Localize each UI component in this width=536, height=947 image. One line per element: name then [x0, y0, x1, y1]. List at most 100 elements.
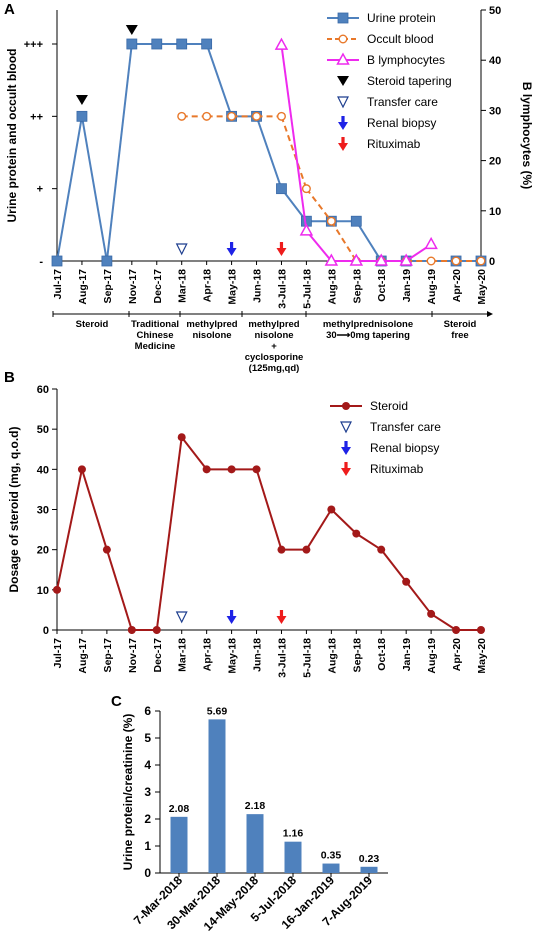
data-point — [177, 433, 186, 442]
legend-marker — [337, 96, 349, 109]
data-point — [426, 256, 436, 266]
y2-tick-label: 10 — [489, 206, 501, 218]
x-tick-label: Apr-18 — [202, 638, 214, 671]
legend-label: B lymphocytes — [367, 53, 445, 67]
x-tick-label: Sep-18 — [351, 269, 363, 304]
y-tick-label: +++ — [24, 39, 43, 51]
data-point — [227, 465, 236, 474]
bar — [246, 814, 264, 873]
series-line-segment — [305, 230, 333, 262]
data-point — [126, 38, 138, 50]
data-point — [127, 626, 136, 634]
data-point — [350, 215, 362, 227]
data-point — [202, 465, 211, 474]
x-tick-label: Oct-18 — [376, 638, 388, 671]
data-point — [301, 184, 311, 194]
series-line-segment — [255, 116, 283, 189]
data-label: 1.16 — [283, 828, 304, 840]
series-line-segment — [80, 116, 108, 262]
data-point — [252, 465, 261, 474]
data-label: 5.69 — [207, 705, 228, 717]
x-tick-label: Jan-19 — [401, 638, 413, 671]
data-point — [53, 585, 61, 594]
bar — [284, 841, 302, 873]
event-marker — [75, 95, 88, 105]
series-line-segment — [80, 469, 108, 550]
y-tick-label: 20 — [37, 545, 49, 557]
treatment-period-label: Traditional Chinese Medicine — [131, 319, 179, 352]
series-line-segment — [330, 220, 358, 262]
y-tick-label: 30 — [37, 505, 49, 517]
x-tick-label: 5-Jul-18 — [301, 638, 313, 678]
data-point — [452, 626, 461, 634]
x-tick-label: Jul-17 — [52, 638, 64, 669]
data-point — [227, 111, 237, 121]
data-point — [151, 38, 163, 50]
x-tick-label: 3-Jul-18 — [276, 269, 288, 309]
legend-label: Renal biopsy — [370, 441, 439, 455]
panel-c: C 0 1 2 3 4 5 6 Urine protein/creatinine (%) 2.08… — [111, 693, 388, 934]
series-line-segment — [180, 436, 208, 470]
data-point — [176, 38, 188, 50]
series-line-segment — [405, 581, 432, 615]
data-point — [302, 545, 311, 554]
y2-tick-label: 50 — [489, 5, 501, 17]
treatment-period-label: Steroid free — [444, 319, 477, 341]
y-tick-label: + — [37, 184, 43, 196]
data-point — [476, 256, 486, 266]
y2-tick-label: 0 — [489, 256, 495, 268]
data-point — [399, 253, 413, 266]
y-tick-label: 40 — [37, 464, 49, 476]
y2-tick-label: 40 — [489, 55, 501, 67]
legend-label: Rituximab — [370, 462, 424, 476]
x-tick-label: Sep-17 — [102, 638, 114, 673]
x-tick-label: Aug-18 — [326, 269, 338, 305]
series-line-segment — [56, 469, 83, 591]
y-tick-label: 0 — [43, 625, 49, 637]
y-axis-title: Urine protein and occult blood — [5, 49, 19, 223]
x-tick-label: Aug-18 — [326, 638, 338, 674]
x-tick-label: 3-Jul-18 — [276, 638, 288, 678]
data-point — [152, 626, 161, 634]
y-axis-title: Urine protein/creatinine (%) — [121, 714, 135, 871]
x-tick-label: Sep-17 — [102, 269, 114, 304]
y2-axis-title: B lymphocytes (%) — [520, 82, 534, 189]
treatment-period-label: Steroid — [76, 319, 109, 330]
series-line-segment — [355, 220, 383, 262]
panel-label-b: B — [4, 369, 15, 386]
y-tick-label: 0 — [144, 866, 151, 880]
data-label: 0.35 — [321, 850, 342, 862]
event-marker — [175, 611, 188, 624]
legend-label: Transfer care — [367, 95, 438, 109]
data-point — [324, 253, 339, 266]
x-tick-label: Jun-18 — [252, 638, 264, 672]
legend-marker — [337, 12, 349, 24]
data-label: 0.23 — [359, 853, 380, 865]
x-tick-label: Apr-20 — [451, 269, 463, 302]
series-line-segment — [56, 116, 83, 262]
x-tick-label: Apr-18 — [202, 269, 214, 302]
bar — [208, 719, 226, 873]
treatment-period-label: methylprednisolone 30⟶0mg tapering — [323, 319, 413, 341]
series-line-segment — [105, 43, 133, 262]
legend-label: Steroid — [370, 399, 408, 413]
data-point — [51, 255, 63, 267]
legend-label: Rituximab — [367, 137, 421, 151]
series-line-segment — [430, 613, 457, 631]
x-tick-label: May-20 — [476, 638, 488, 674]
data-point — [101, 255, 113, 267]
legend-marker — [341, 441, 351, 455]
series-line-segment — [280, 116, 308, 189]
x-tick-label: 5-Jul-18 — [301, 269, 313, 309]
series-line-segment — [255, 469, 283, 550]
legend-marker — [338, 137, 348, 151]
panel-b: B 0 10 20 30 40 50 60 Dosage of steroid (mg, q.o… — [4, 369, 488, 678]
x-tick-label: Nov-17 — [127, 269, 139, 304]
series-line-segment — [355, 532, 382, 551]
bar — [360, 866, 378, 873]
data-point — [252, 111, 262, 121]
legend-marker — [340, 421, 352, 434]
data-point — [427, 609, 436, 618]
data-point — [177, 111, 187, 121]
